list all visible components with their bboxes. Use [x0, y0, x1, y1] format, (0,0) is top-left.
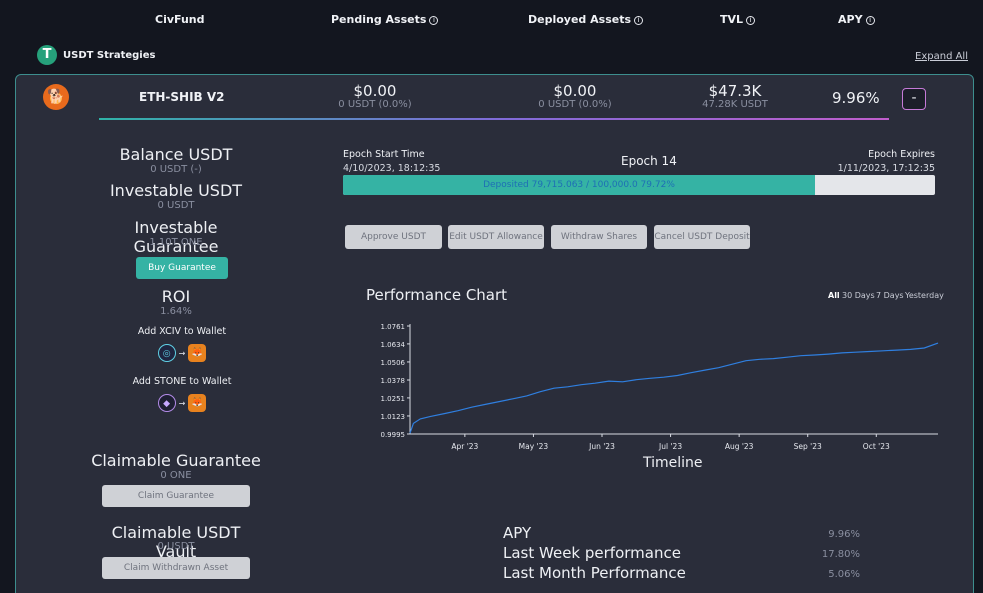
edit-allowance-button[interactable]: Edit USDT Allowance	[448, 225, 544, 249]
deployed-value: $0.00	[553, 82, 597, 100]
claim-guarantee-button[interactable]: Claim Guarantee	[102, 485, 250, 507]
roi-title: ROI	[161, 287, 191, 306]
tvl-sub: 47.28K USDT	[702, 99, 768, 110]
withdraw-shares-button[interactable]: Withdraw Shares	[551, 225, 647, 249]
x-tick-label: Jul '23	[658, 442, 682, 451]
performance-line	[409, 342, 939, 434]
claim-withdrawn-button[interactable]: Claim Withdrawn Asset	[102, 557, 250, 579]
balance-sub: 0 USDT (-)	[150, 164, 202, 175]
header-civfund: CivFund	[155, 13, 205, 26]
epoch-start-label: Epoch Start Time	[343, 149, 425, 160]
header-apy: APY i	[838, 13, 875, 26]
stone-token-icon[interactable]: ◆	[157, 394, 176, 412]
header-pending-assets: Pending Assets i	[331, 13, 439, 26]
shib-logo-icon: 🐕	[43, 84, 69, 110]
xciv-token-icon[interactable]: ◎	[157, 344, 176, 362]
deposit-progress-bar	[343, 175, 935, 195]
stat-week-label: Last Week performance	[503, 544, 681, 562]
tether-logo-icon: T	[37, 45, 57, 65]
arrow-right-icon: →	[178, 398, 186, 408]
add-stone-to-wallet[interactable]: ◆ → 🦊	[97, 394, 267, 412]
y-tick-label: 1.0123	[381, 413, 406, 421]
x-tick-label: Aug '23	[725, 442, 754, 451]
roi-sub: 1.64%	[160, 306, 192, 317]
card-divider	[99, 118, 889, 120]
performance-chart: 1.0761 1.0634 1.0506 1.0378 1.0251 1.0123 0.99…	[381, 323, 939, 451]
balance-title: Balance USDT	[119, 145, 233, 164]
info-icon[interactable]: i	[865, 16, 875, 25]
info-icon[interactable]: i	[634, 16, 644, 25]
strategy-group-title: USDT Strategies	[63, 50, 156, 61]
claimable-guarantee-title: Claimable Guarantee	[91, 451, 261, 470]
chart-xlabel: Timeline	[643, 455, 703, 471]
epoch-start-time: 4/10/2023, 18:12:35	[343, 163, 441, 174]
investable-title: Investable USDT	[109, 181, 243, 200]
apy-value: 9.96%	[832, 89, 880, 107]
y-tick-label: 1.0634	[381, 341, 406, 349]
add-xciv-to-wallet[interactable]: ◎ → 🦊	[97, 344, 267, 362]
stat-month-value: 5.06%	[828, 569, 860, 580]
x-tick-label: May '23	[519, 442, 549, 451]
y-tick-label: 1.0761	[381, 323, 406, 331]
deployed-sub: 0 USDT (0.0%)	[538, 99, 612, 110]
arrow-right-icon: →	[178, 348, 186, 358]
add-stone-label: Add STONE to Wallet	[132, 376, 232, 387]
stat-month-label: Last Month Performance	[503, 564, 686, 582]
y-tick-label: 1.0378	[381, 377, 406, 385]
y-tick-label: 1.0251	[381, 395, 406, 403]
claimable-vault-sub: 0 USDT	[157, 541, 195, 552]
x-tick-label: Jun '23	[588, 442, 615, 451]
x-tick-label: Sep '23	[794, 442, 822, 451]
info-icon[interactable]: i	[746, 16, 756, 25]
x-tick-label: Apr '23	[451, 442, 478, 451]
chart-title: Performance Chart	[366, 286, 508, 304]
tvl-value: $47.3K	[708, 82, 762, 100]
info-icon[interactable]: i	[429, 16, 439, 25]
cancel-deposit-button[interactable]: Cancel USDT Deposit	[654, 225, 750, 249]
stat-week-value: 17.80%	[821, 549, 860, 560]
stat-apy-value: 9.96%	[828, 529, 860, 540]
range-30-days[interactable]: 30 Days	[842, 291, 875, 300]
epoch-expires-label: Epoch Expires	[868, 149, 935, 160]
guarantee-sub: 1.10T ONE	[149, 237, 203, 248]
vault-name: ETH-SHIB V2	[139, 90, 225, 104]
investable-sub: 0 USDT	[157, 200, 195, 211]
y-tick-label: 0.9995	[381, 431, 406, 439]
claimable-vault-title: Claimable USDT Vault	[111, 523, 241, 561]
deposit-progress-fill	[343, 175, 815, 195]
epoch-name: Epoch 14	[621, 154, 677, 168]
stat-apy-label: APY	[503, 524, 532, 542]
epoch-expires-time: 1/11/2023, 17:12:35	[837, 163, 935, 174]
add-xciv-label: Add XCIV to Wallet	[137, 326, 227, 337]
range-yesterday[interactable]: Yesterday	[905, 291, 944, 300]
metamask-icon[interactable]: 🦊	[188, 344, 207, 362]
deposit-progress-text: Deposited 79,715.063 / 100,000.0 79.72%	[483, 180, 675, 190]
y-tick-label: 1.0506	[381, 359, 406, 367]
buy-guarantee-button[interactable]: Buy Guarantee	[136, 257, 228, 279]
pending-sub: 0 USDT (0.0%)	[338, 99, 412, 110]
range-7-days[interactable]: 7 Days	[876, 291, 904, 300]
claimable-guarantee-sub: 0 ONE	[160, 470, 192, 481]
approve-usdt-button[interactable]: Approve USDT	[345, 225, 442, 249]
header-tvl: TVL i	[720, 13, 756, 26]
header-deployed-assets: Deployed Assets i	[528, 13, 644, 26]
x-tick-label: Oct '23	[863, 442, 890, 451]
range-all[interactable]: All	[828, 291, 840, 300]
metamask-icon[interactable]: 🦊	[188, 394, 207, 412]
expand-all-link[interactable]: Expand All	[915, 51, 968, 62]
pending-value: $0.00	[353, 82, 397, 100]
guarantee-title: Investable Guarantee	[133, 218, 219, 256]
collapse-button[interactable]: -	[902, 88, 926, 110]
